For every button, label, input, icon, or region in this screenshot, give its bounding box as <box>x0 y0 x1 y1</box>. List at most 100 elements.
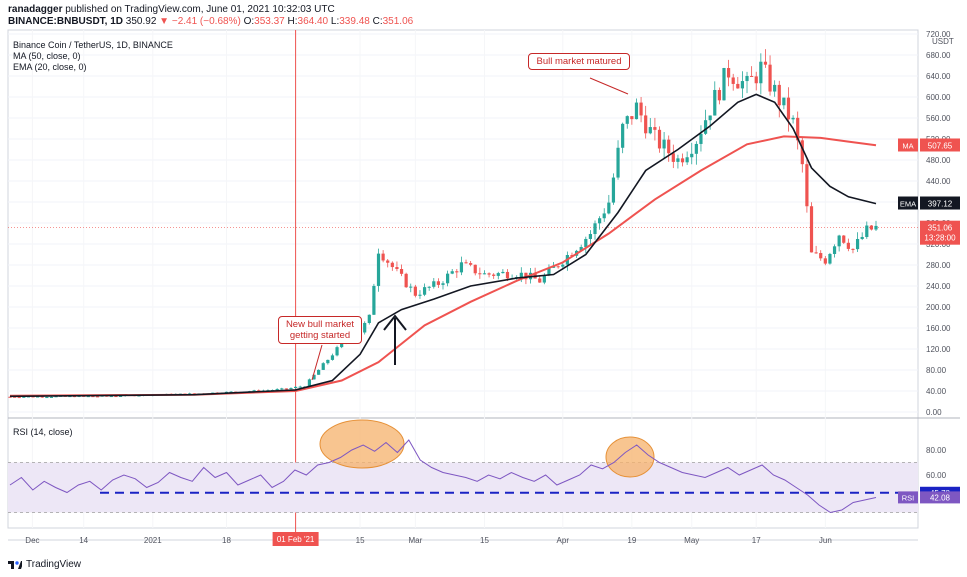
price-tick-label: 480.00 <box>926 156 951 165</box>
candle-body <box>740 81 745 89</box>
candle-body <box>768 64 772 92</box>
rsi-value-box <box>920 491 960 504</box>
price-tick-label: 200.00 <box>926 303 951 312</box>
price-tick-label: 0.00 <box>926 408 942 417</box>
author-name[interactable]: ranadagger <box>8 4 63 15</box>
candle-body <box>441 283 445 285</box>
candle-body <box>855 238 860 250</box>
candle-body <box>390 262 394 268</box>
candle-body <box>68 396 72 398</box>
legend-title: Binance Coin / TetherUS, 1D, BINANCE <box>13 40 173 50</box>
candle-body <box>422 287 427 295</box>
candle-body <box>289 388 293 390</box>
candle-body <box>634 102 639 120</box>
close-value: 351.06 <box>382 16 414 27</box>
candle-body <box>8 396 12 398</box>
candle-body <box>95 396 100 398</box>
candle-body <box>45 397 49 399</box>
open-label: O: <box>243 16 255 27</box>
time-tick-label: 15 <box>480 536 489 545</box>
candle-body <box>713 89 717 116</box>
chart-legend: Binance Coin / TetherUS, 1D, BINANCE MA … <box>13 40 173 73</box>
rsi-tag-box <box>898 491 918 504</box>
candle-body <box>556 266 560 268</box>
time-tick-label: May <box>684 536 699 545</box>
ema-tag-label: EMA <box>900 200 916 209</box>
candle-body <box>505 271 510 279</box>
candle-body <box>708 115 712 121</box>
candle-body <box>731 77 735 84</box>
candle-body <box>874 225 878 230</box>
candle-body <box>418 294 422 296</box>
brand-label: TradingView <box>26 559 82 570</box>
time-tick-label: Mar <box>408 536 422 545</box>
candle-body <box>579 246 583 251</box>
price-tick-label: 240.00 <box>926 282 951 291</box>
candle-body <box>869 225 873 230</box>
candle-body <box>432 281 436 287</box>
candle-body <box>561 264 565 267</box>
candle-body <box>49 396 54 398</box>
candle-body <box>653 127 657 130</box>
candle-body <box>330 355 335 360</box>
candle-body <box>404 273 408 288</box>
price-tick-label: 560.00 <box>926 114 951 123</box>
candle-body <box>501 271 505 274</box>
candle-body <box>427 286 431 288</box>
time-tick-label: 15 <box>356 536 365 545</box>
rsi-band <box>8 462 918 513</box>
candle-body <box>109 396 113 398</box>
candle-body <box>690 153 694 158</box>
low-label: L: <box>330 16 340 27</box>
candle-body <box>680 158 685 163</box>
candle-body <box>321 363 325 370</box>
ema-value: 397.12 <box>928 200 953 209</box>
candle-body <box>648 127 652 134</box>
candle-body <box>736 83 740 89</box>
ohlc-line: BINANCE:BNBUSDT, 1D 350.92 ▼ −2.41 (−0.6… <box>8 16 413 27</box>
candle-body <box>436 281 440 285</box>
candle-body <box>800 140 804 165</box>
candle-body <box>229 391 233 393</box>
candle-body <box>386 260 390 263</box>
candle-body <box>31 396 35 398</box>
candle-body <box>828 253 832 264</box>
price-value-box <box>920 220 960 245</box>
candle-body <box>446 273 450 284</box>
candle-body <box>602 213 606 219</box>
candle-body <box>464 262 468 264</box>
ma-value-box <box>920 138 960 152</box>
last-price: 350.92 <box>125 16 157 27</box>
time-tick-label: 17 <box>752 536 761 545</box>
candle-body <box>381 253 385 261</box>
candle-body <box>814 252 818 254</box>
candle-body <box>487 273 491 275</box>
price-tick-label: 120.00 <box>926 345 951 354</box>
candle-body <box>625 116 629 124</box>
rsi-tag-label: RSI <box>902 493 915 502</box>
symbol-label: BINANCE:BNBUSDT, 1D <box>8 16 124 27</box>
candle-body <box>298 386 302 388</box>
candle-body <box>17 397 21 399</box>
publish-text: published on TradingView.com, June 01, 2… <box>65 4 335 15</box>
candle-body <box>846 242 850 249</box>
price-tick-label: 40.00 <box>926 387 947 396</box>
candle-body <box>395 267 399 269</box>
candle-body <box>72 396 77 398</box>
currency-label: USDT <box>932 37 954 46</box>
candle-body <box>519 272 523 277</box>
candle-body <box>312 374 316 380</box>
candle-body <box>340 342 344 348</box>
price-tick-label: 600.00 <box>926 93 951 102</box>
candle-body <box>598 218 602 224</box>
annotation-bull-matured: Bull market matured <box>528 53 630 70</box>
candle-body <box>630 116 634 120</box>
tradingview-logo-icon <box>8 561 22 569</box>
candle-body <box>450 271 454 274</box>
candle-body <box>694 143 698 154</box>
legend-ma: MA (50, close, 0) <box>13 51 81 61</box>
up-arrow-head <box>383 314 407 331</box>
candle-body <box>36 396 40 398</box>
price-change: ▼ −2.41 (−0.68%) <box>159 16 241 27</box>
